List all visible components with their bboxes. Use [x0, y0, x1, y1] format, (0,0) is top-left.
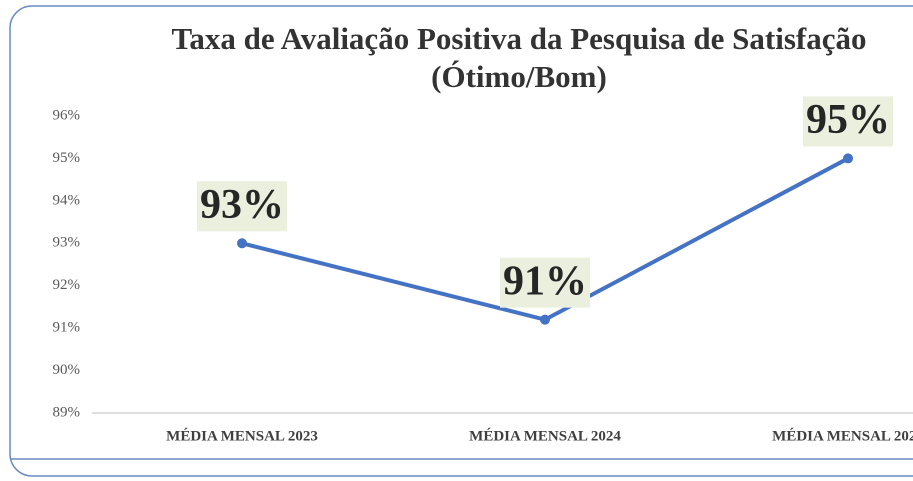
chart-title: Taxa de Avaliação Positiva da Pesquisa d…	[172, 21, 867, 56]
data-label-bg	[197, 181, 287, 232]
point	[843, 153, 853, 164]
chart-title: (Ótimo/Bom)	[431, 59, 607, 94]
frame	[9, 5, 913, 477]
x-tick-label: MÉDIA MENSAL 2025	[772, 427, 913, 444]
y-tick-label: 93%	[53, 235, 81, 251]
chart-area: Taxa de Avaliação Positiva da Pesquisa d…	[9, 5, 913, 477]
y-tick-label: 94%	[53, 192, 81, 208]
data-label: 91%	[503, 258, 587, 304]
y-tick-label: 92%	[53, 277, 81, 293]
data-label-bg	[500, 257, 590, 308]
x-tick-label: MÉDIA MENSAL 2024	[469, 427, 621, 444]
x-tick-label: MÉDIA MENSAL 2023	[166, 427, 318, 444]
y-tick-label: 95%	[53, 150, 81, 166]
data-label: 95%	[806, 97, 890, 143]
y-tick-label: 91%	[53, 320, 81, 336]
point	[540, 314, 550, 325]
point	[237, 238, 247, 249]
y-tick-label: 90%	[53, 362, 81, 378]
data-label: 93%	[200, 182, 284, 228]
data-label-bg	[803, 96, 893, 147]
y-tick-label: 89%	[53, 404, 81, 420]
y-tick-label: 96%	[53, 107, 81, 123]
